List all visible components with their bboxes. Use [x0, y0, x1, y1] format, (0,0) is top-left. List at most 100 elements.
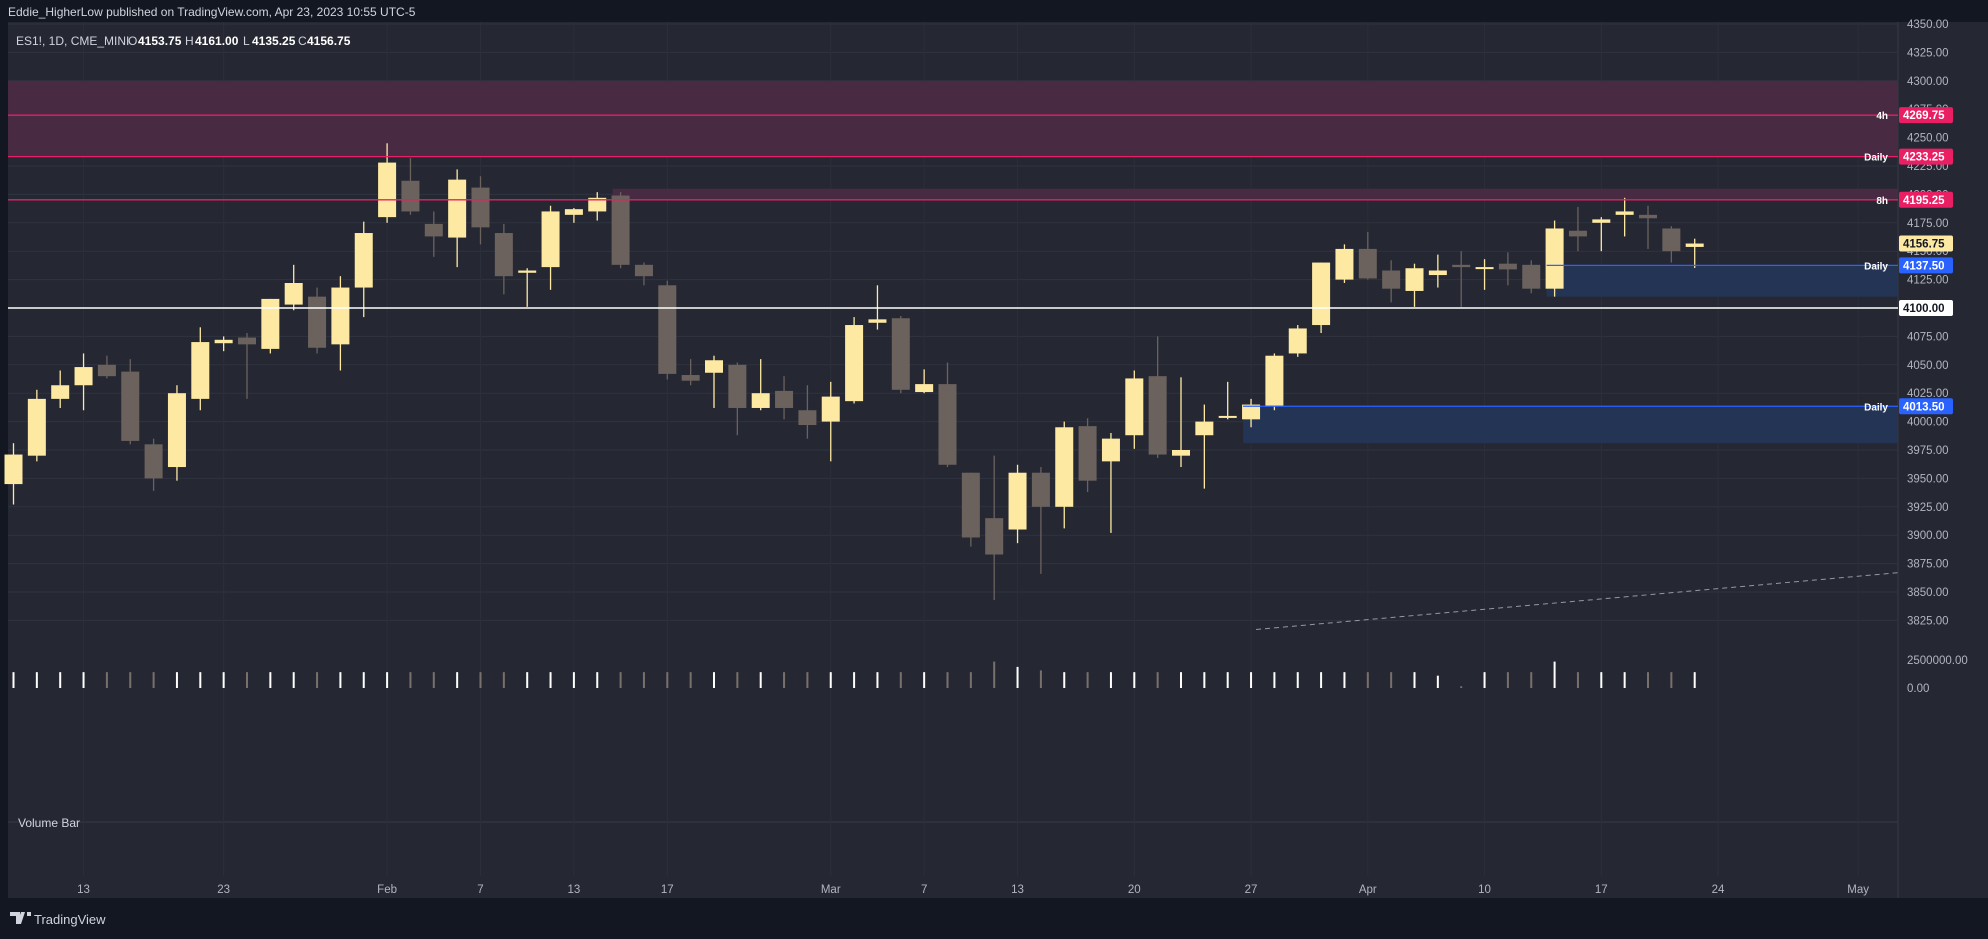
candle[interactable] [938, 362, 957, 468]
candle[interactable] [798, 385, 817, 439]
resistance-zone[interactable] [8, 80, 1898, 157]
candle[interactable] [51, 370, 70, 408]
candle[interactable] [891, 315, 910, 394]
volume-indicator-label[interactable]: Volume Bar [18, 816, 80, 830]
candle-body [1195, 421, 1214, 436]
candle[interactable] [611, 192, 630, 269]
y-tick-label: 3975.00 [1907, 445, 1949, 457]
candle[interactable] [1545, 220, 1564, 297]
candle-body [1265, 355, 1284, 406]
candle[interactable] [1685, 238, 1704, 268]
candle[interactable] [1639, 205, 1657, 249]
support-zone[interactable] [1546, 265, 1898, 297]
candle[interactable] [214, 336, 233, 352]
candle[interactable] [681, 359, 700, 386]
candle[interactable] [1008, 464, 1027, 544]
resistance-zone[interactable] [612, 188, 1898, 200]
candle[interactable] [1428, 254, 1447, 288]
candle[interactable] [121, 359, 140, 445]
ohlc-open-label: O [128, 34, 137, 48]
candle[interactable] [588, 192, 607, 221]
candle[interactable] [518, 268, 537, 307]
candle[interactable] [1522, 260, 1541, 294]
candle[interactable] [1452, 251, 1471, 307]
candle[interactable] [915, 369, 934, 394]
candle[interactable] [1615, 197, 1634, 237]
candle[interactable] [97, 355, 116, 379]
candle[interactable] [1288, 325, 1307, 357]
candle[interactable] [1475, 259, 1494, 290]
candle[interactable] [27, 389, 46, 462]
candle[interactable] [961, 472, 980, 547]
candle[interactable] [1125, 370, 1144, 449]
candle[interactable] [1592, 217, 1611, 252]
y-tick-label: 4000.00 [1907, 417, 1949, 429]
candle[interactable] [751, 359, 770, 411]
time-axis[interactable]: 13 23 Feb 7 13 17 Mar 7 13 20 27 Apr 10 17 24 May [77, 884, 1869, 896]
time-axis-panel [8, 876, 1898, 898]
candle[interactable] [1568, 206, 1587, 252]
candle[interactable] [401, 158, 420, 215]
x-tick-label: May [1847, 884, 1869, 896]
support-zone[interactable] [1243, 406, 1898, 444]
x-tick-label: 17 [661, 884, 674, 896]
candle[interactable] [238, 332, 256, 399]
candle[interactable] [1148, 336, 1167, 458]
y-tick-label: 3925.00 [1907, 502, 1949, 514]
candle[interactable] [728, 362, 747, 436]
candle[interactable] [471, 176, 490, 245]
candle-body [681, 375, 700, 381]
candle[interactable] [634, 262, 653, 286]
candle[interactable] [284, 264, 303, 311]
candle[interactable] [1662, 226, 1681, 263]
candle[interactable] [448, 169, 467, 268]
candle[interactable] [1195, 404, 1214, 489]
x-tick-label: 20 [1128, 884, 1141, 896]
candle[interactable] [308, 287, 327, 354]
candle[interactable] [1265, 353, 1284, 411]
symbol-info[interactable]: ES1!, 1D, CME_MINI [16, 34, 129, 48]
candle[interactable] [1498, 252, 1517, 286]
candle[interactable] [1382, 260, 1401, 303]
level-timeframe-label: Daily [1864, 261, 1888, 272]
candle[interactable] [191, 327, 210, 411]
candle[interactable] [564, 208, 583, 223]
candle[interactable] [1078, 418, 1097, 493]
candle[interactable] [985, 455, 1004, 600]
candle[interactable] [167, 385, 186, 481]
candle[interactable] [1218, 381, 1237, 420]
candle[interactable] [1055, 421, 1074, 529]
candle[interactable] [1242, 398, 1261, 428]
candle[interactable] [1172, 377, 1190, 468]
x-tick-label: 13 [77, 884, 90, 896]
candle[interactable] [424, 211, 443, 257]
candle[interactable] [705, 355, 723, 408]
candle[interactable] [74, 353, 93, 411]
y-tick-label: 4325.00 [1907, 47, 1949, 59]
candle[interactable] [541, 205, 560, 290]
candle[interactable] [261, 298, 280, 354]
candle[interactable] [1358, 231, 1377, 280]
candle[interactable] [775, 376, 794, 420]
candle[interactable] [1101, 432, 1120, 533]
candle-body [1685, 243, 1704, 247]
candle[interactable] [1335, 244, 1354, 284]
candle[interactable] [1031, 467, 1050, 574]
candle[interactable] [331, 276, 350, 371]
candle[interactable] [494, 223, 513, 295]
candle[interactable] [144, 438, 163, 491]
candle[interactable] [658, 280, 677, 380]
candle[interactable] [354, 221, 373, 318]
tradingview-logo[interactable]: TradingView [10, 912, 106, 927]
candle[interactable] [1312, 262, 1331, 333]
y-tick-label: 3825.00 [1907, 615, 1949, 627]
candle-body [331, 287, 350, 345]
candle[interactable] [1405, 263, 1424, 307]
candle[interactable] [845, 317, 864, 404]
candle[interactable] [4, 443, 23, 505]
candle-body [1078, 426, 1097, 481]
candle[interactable] [821, 381, 840, 462]
ohlc-high-label: H [185, 34, 194, 48]
last-price-tag: 4156.75 [1903, 239, 1945, 251]
